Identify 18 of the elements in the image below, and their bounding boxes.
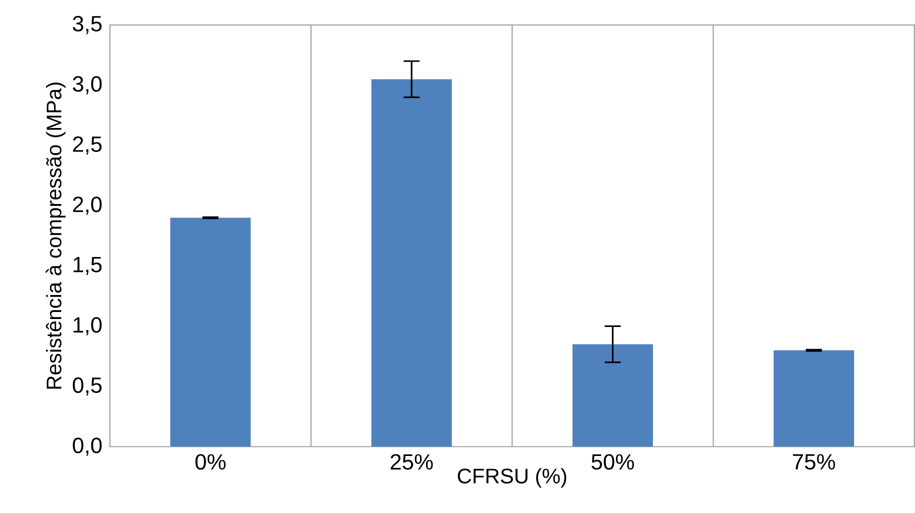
y-tick-label: 1,0 (74, 317, 102, 336)
y-axis-title: Resistência à compressão (MPa) (46, 82, 66, 389)
y-tick-label: 2,0 (73, 196, 102, 215)
y-tick-label: 3,5 (72, 16, 102, 34)
x-tick-label: 50% (592, 454, 634, 470)
y-tick-label: 0,0 (72, 438, 102, 456)
x-tick-label: 25% (390, 454, 433, 470)
x-tick-label: 75% (792, 454, 836, 470)
bar (170, 218, 251, 447)
y-tick-label: 1,5 (74, 257, 102, 276)
bar (774, 350, 854, 447)
bar (371, 79, 452, 447)
y-tick-label: 0,5 (72, 378, 102, 396)
x-axis-title: CFRSU (%) (458, 468, 566, 488)
bar (572, 344, 653, 447)
x-tick-label: 0% (195, 454, 226, 470)
y-tick-label: 3,0 (72, 76, 102, 94)
y-tick-label: 2,5 (73, 136, 102, 155)
